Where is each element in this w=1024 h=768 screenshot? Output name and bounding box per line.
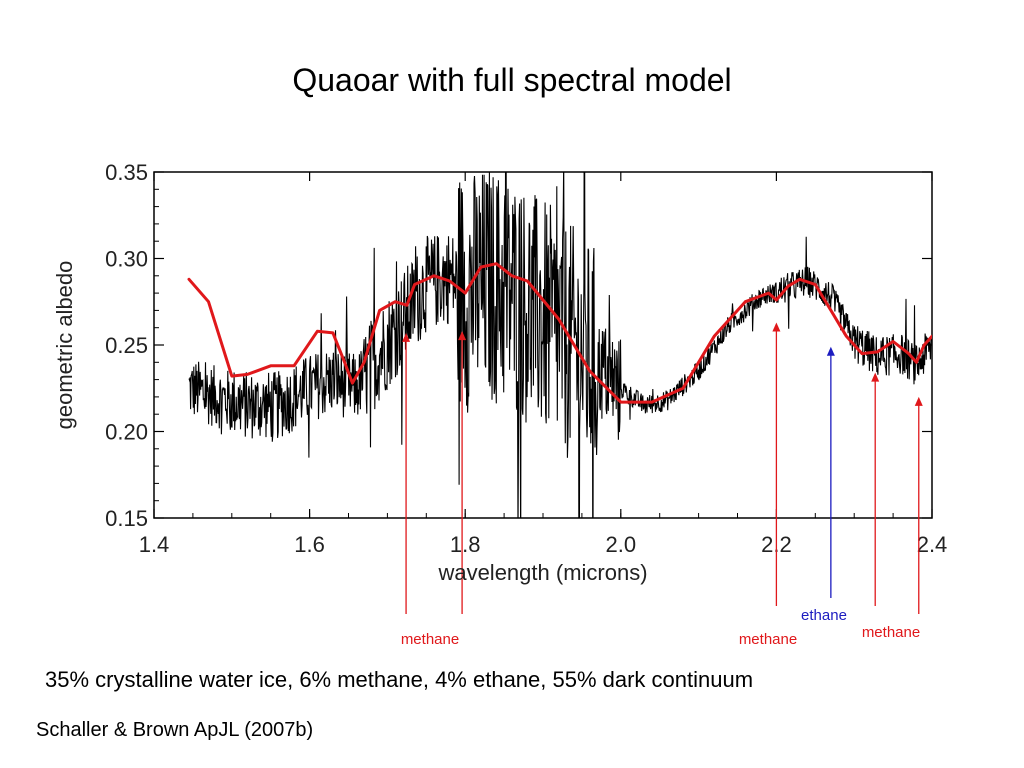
y-tick-label: 0.15 [105, 506, 148, 531]
methane-label: methane [862, 624, 920, 641]
citation: Schaller & Brown ApJL (2007b) [36, 719, 314, 741]
model-spectrum-line [187, 262, 932, 404]
y-axis-label: geometric albedo [52, 261, 77, 430]
x-tick-label: 1.6 [294, 532, 325, 557]
x-tick-label: 1.4 [139, 532, 170, 557]
axis-ticks: 1.4 1.6 1.8 2.0 2.2 2.40.150.200.250.300.35 [105, 160, 947, 557]
methane-arrow-head [402, 332, 411, 342]
ethane-label: ethane [801, 607, 847, 624]
spectrum-chart: 1.4 1.6 1.8 2.0 2.2 2.40.150.200.250.300.35 m… [52, 160, 947, 648]
composition-caption: 35% crystalline water ice, 6% methane, 4… [45, 667, 754, 692]
methane-label: methane [401, 631, 459, 648]
y-tick-label: 0.25 [105, 333, 148, 358]
slide-title: Quaoar with full spectral model [292, 62, 732, 98]
y-tick-label: 0.30 [105, 247, 148, 272]
plot-frame [153, 171, 933, 519]
series-layer [187, 172, 932, 518]
methane-arrow-head [458, 331, 467, 341]
x-tick-label: 1.8 [450, 532, 481, 557]
x-tick-label: 2.4 [917, 532, 948, 557]
methane-arrow-head [871, 372, 880, 382]
observed-spectrum-line [188, 172, 932, 518]
x-tick-label: 2.0 [606, 532, 637, 557]
y-tick-label: 0.20 [105, 420, 148, 445]
x-axis-label: wavelength (microns) [437, 560, 647, 585]
y-tick-label: 0.35 [105, 160, 148, 185]
methane-arrow-head [914, 396, 923, 406]
methane-label: methane [739, 631, 797, 648]
methane-arrow-head [772, 322, 781, 332]
ethane-arrow-head [826, 346, 835, 356]
